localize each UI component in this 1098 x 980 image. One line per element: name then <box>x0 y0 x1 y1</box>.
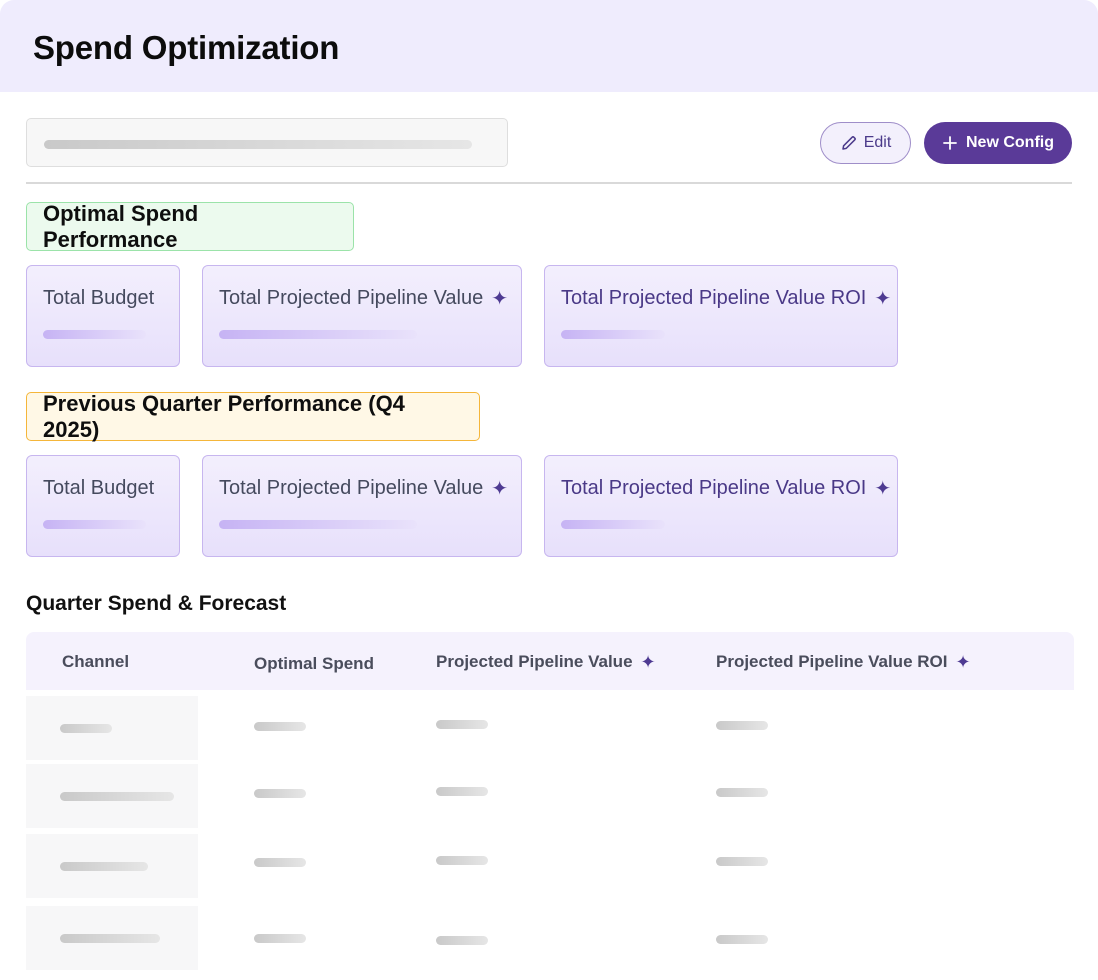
column-header-pipeline-roi[interactable]: Projected Pipeline Value ROI ✦ <box>716 652 971 672</box>
metric-label: Total Projected Pipeline Value ROI ✦ <box>561 287 891 310</box>
loading-placeholder <box>219 330 417 339</box>
edit-button-label: Edit <box>863 134 892 151</box>
column-header-pipeline-value[interactable]: Projected Pipeline Value ✦ <box>436 652 656 672</box>
divider <box>26 182 1072 184</box>
metric-label: Total Budget <box>43 477 155 499</box>
loading-placeholder <box>254 934 306 943</box>
metric-label: Total Projected Pipeline Value ✦ <box>219 287 508 310</box>
loading-placeholder <box>219 520 417 529</box>
plus-icon <box>943 136 957 150</box>
loading-placeholder <box>436 856 488 865</box>
loading-placeholder <box>716 721 768 730</box>
loading-placeholder <box>436 936 488 945</box>
config-selector[interactable] <box>26 118 508 167</box>
loading-placeholder <box>436 787 488 796</box>
table-row[interactable] <box>26 906 198 970</box>
metric-card-pipeline-roi: Total Projected Pipeline Value ROI ✦ <box>544 455 898 557</box>
loading-placeholder <box>254 789 306 798</box>
loading-placeholder <box>716 857 768 866</box>
metric-card-pipeline-value: Total Projected Pipeline Value ✦ <box>202 265 522 367</box>
loading-placeholder <box>60 724 112 733</box>
pencil-icon <box>841 136 856 150</box>
sparkle-icon: ✦ <box>874 287 892 310</box>
sparkle-icon: ✦ <box>955 652 971 672</box>
loading-placeholder <box>43 330 146 339</box>
metric-label: Total Projected Pipeline Value ROI ✦ <box>561 477 891 500</box>
column-label: Projected Pipeline Value <box>436 652 633 671</box>
metric-label-text: Total Projected Pipeline Value <box>219 287 484 309</box>
previous-section-title: Previous Quarter Performance (Q4 2025) <box>26 391 480 442</box>
loading-placeholder <box>436 720 488 729</box>
edit-button[interactable]: Edit <box>820 122 911 164</box>
sparkle-icon: ✦ <box>874 477 892 500</box>
loading-placeholder <box>43 520 146 529</box>
table-header: Channel Optimal Spend Projected Pipeline… <box>26 632 1074 690</box>
new-config-button-label: New Config <box>966 134 1054 151</box>
loading-placeholder <box>60 792 174 801</box>
optimal-section-title: Optimal Spend Performance <box>26 201 354 252</box>
metric-card-pipeline-value: Total Projected Pipeline Value ✦ <box>202 455 522 557</box>
page-header: Spend Optimization <box>0 0 1098 92</box>
loading-placeholder <box>60 862 148 871</box>
loading-placeholder <box>561 330 665 339</box>
metric-label: Total Projected Pipeline Value ✦ <box>219 477 508 500</box>
sparkle-icon: ✦ <box>491 477 509 500</box>
column-label: Optimal Spend <box>254 654 374 673</box>
metric-label-text: Total Projected Pipeline Value ROI <box>561 287 867 309</box>
metric-card-total-budget: Total Budget <box>26 455 180 557</box>
loading-placeholder <box>254 858 306 867</box>
metric-label-text: Total Projected Pipeline Value ROI <box>561 477 867 499</box>
sparkle-icon: ✦ <box>491 287 509 310</box>
column-header-channel[interactable]: Channel <box>62 652 129 672</box>
loading-placeholder <box>60 934 160 943</box>
column-label: Channel <box>62 652 130 671</box>
table-title: Quarter Spend & Forecast <box>26 592 287 615</box>
loading-placeholder <box>254 722 306 731</box>
loading-placeholder <box>44 140 472 149</box>
column-label: Projected Pipeline Value ROI <box>716 652 948 671</box>
table-row[interactable] <box>26 834 198 898</box>
sparkle-icon: ✦ <box>640 652 656 672</box>
loading-placeholder <box>561 520 665 529</box>
page-title: Spend Optimization <box>33 29 340 66</box>
metric-card-pipeline-roi: Total Projected Pipeline Value ROI ✦ <box>544 265 898 367</box>
new-config-button[interactable]: New Config <box>924 122 1072 164</box>
table-row[interactable] <box>26 696 198 760</box>
metric-label-text: Total Projected Pipeline Value <box>219 477 484 499</box>
table-row[interactable] <box>26 764 198 828</box>
column-header-optimal-spend[interactable]: Optimal Spend <box>254 654 374 674</box>
metric-label: Total Budget <box>43 287 155 309</box>
metric-card-total-budget: Total Budget <box>26 265 180 367</box>
loading-placeholder <box>716 788 768 797</box>
loading-placeholder <box>716 935 768 944</box>
